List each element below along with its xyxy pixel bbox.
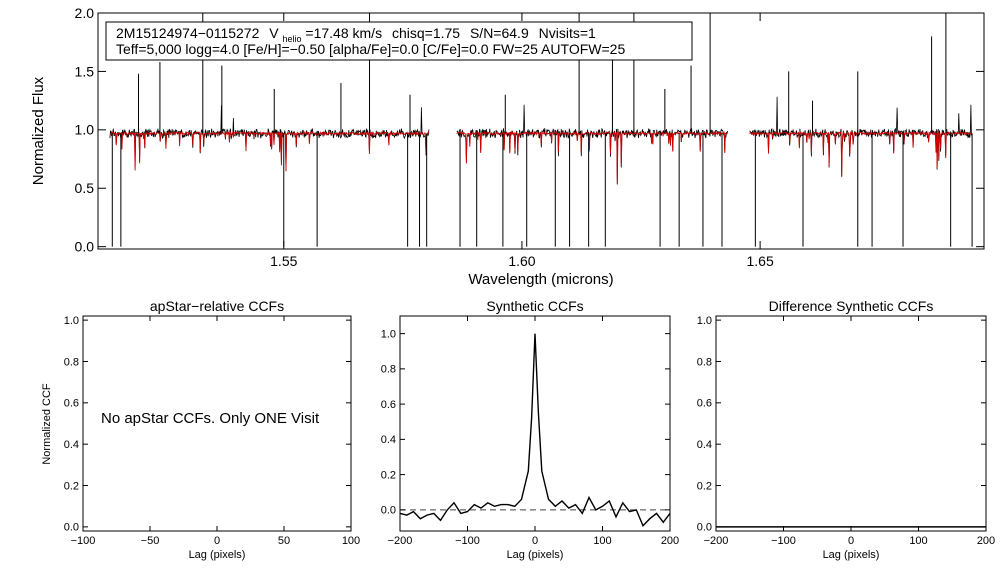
apstar-ccf-title: apStar−relative CCFs	[150, 298, 284, 314]
x-tick-label: 100	[909, 535, 927, 547]
x-tick-label: −100	[455, 535, 480, 547]
x-tick-label: 1.65	[746, 253, 773, 269]
annotation-line-1: 2M15124974−0115272 V helio =17.48 km/s c…	[116, 25, 596, 45]
y-tick-label: 0.6	[381, 399, 396, 411]
x-tick-label: −200	[388, 535, 413, 547]
x-tick-label: 100	[342, 535, 360, 547]
y-tick-label: 0.8	[381, 364, 396, 376]
y-tick-label: 0.8	[697, 356, 712, 368]
difference-ccf-plot-frame	[715, 315, 987, 532]
y-tick-label: 1.0	[64, 315, 79, 327]
spectrum-panel: 1.55 1.60 1.65 0.0 0.5 1.0 1.5 2.0 2M15124974−0…	[30, 5, 985, 288]
spectrum-plot-frame	[97, 12, 985, 250]
y-tick-label: 1.0	[381, 328, 396, 340]
y-tick-label: 1.0	[697, 315, 712, 327]
model-spectrum-segment	[456, 130, 728, 184]
x-tick-label: −100	[71, 535, 96, 547]
synthetic-ccf-x-axis-label: Lag (pixels)	[507, 549, 564, 561]
synthetic-ccf-ticks: −200 −100 0 100 200 0.0 0.2 0.4 0.6 0.8 1.0	[381, 316, 679, 547]
x-tick-label: −50	[141, 535, 160, 547]
synthetic-ccf-panel: Synthetic CCFs −200 −100 0 100 200 0.0 0.2 0.4 0…	[381, 298, 679, 561]
x-tick-label: 0	[214, 535, 220, 547]
x-tick-label: 50	[278, 535, 290, 547]
model-spectrum-segment	[109, 130, 430, 172]
spectrum-x-axis-label: Wavelength (microns)	[468, 271, 613, 288]
y-tick-label: 0.4	[64, 439, 79, 451]
y-tick-label: 0.0	[381, 505, 396, 517]
observed-spectrum-segment	[456, 104, 728, 185]
x-tick-label: −200	[704, 535, 729, 547]
y-tick-label: 0.6	[64, 398, 79, 410]
x-tick-label: 200	[661, 535, 679, 547]
y-tick-label: 0.8	[64, 356, 79, 368]
no-ccf-message: No apStar CCFs. Only ONE Visit	[101, 410, 320, 427]
observed-spectrum-segment	[109, 105, 430, 171]
model-spectrum-segment	[749, 130, 973, 177]
vhelio-value: =17.48 km/s	[305, 25, 382, 41]
x-tick-label: 1.55	[270, 253, 297, 269]
difference-ccf-ticks: −200 −100 0 100 200 0.0 0.2 0.4 0.6 0.8 1.0	[697, 315, 995, 547]
chisq-value: chisq=1.75	[392, 25, 460, 41]
annotation-box	[105, 21, 693, 61]
apstar-ccf-y-axis-label: Normalized CCF	[41, 383, 53, 465]
spectrum-ticks: 1.55 1.60 1.65 0.0 0.5 1.0 1.5 2.0	[75, 5, 984, 269]
y-tick-label: 0.6	[697, 398, 712, 410]
y-tick-label: 0.5	[75, 180, 95, 196]
y-tick-label: 0.2	[697, 480, 712, 492]
x-tick-label: −100	[771, 535, 796, 547]
synthetic-ccf-title: Synthetic CCFs	[486, 298, 583, 314]
y-tick-label: 2.0	[75, 5, 95, 21]
nvisits-value: Nvisits=1	[539, 25, 596, 41]
y-tick-label: 1.0	[75, 122, 95, 138]
y-tick-label: 0.0	[64, 522, 79, 534]
y-tick-label: 0.2	[381, 469, 396, 481]
sn-value: S/N=64.9	[470, 25, 529, 41]
y-tick-label: 0.0	[75, 239, 95, 255]
y-tick-label: 0.2	[64, 480, 79, 492]
y-tick-label: 0.4	[381, 434, 396, 446]
vhelio-subscript: helio	[283, 34, 302, 44]
synthetic-ccf-line	[399, 333, 671, 527]
x-tick-label: 200	[977, 535, 995, 547]
difference-ccf-panel: Difference Synthetic CCFs −200 −100 0 100 20…	[697, 298, 995, 561]
apstar-ccf-panel: apStar−relative CCFs −100 −50 0 50 100 0.0 0.2…	[41, 298, 360, 561]
y-tick-label: 0.4	[697, 439, 712, 451]
difference-ccf-title: Difference Synthetic CCFs	[769, 298, 934, 314]
apstar-ccf-ticks: −100 −50 0 50 100 0.0 0.2 0.4 0.6 0.8 1.0	[64, 315, 360, 547]
synthetic-ccf-data	[399, 333, 671, 527]
apstar-ccf-x-axis-label: Lag (pixels)	[189, 549, 246, 561]
spectrum-y-axis-label: Normalized Flux	[30, 76, 47, 185]
x-tick-label: 100	[593, 535, 611, 547]
annotation-line-2: Teff=5,000 logg=4.0 [Fe/H]=−0.50 [alpha/…	[116, 41, 625, 57]
star-id: 2M15124974−0115272	[116, 25, 260, 41]
spectrum-data	[109, 13, 973, 247]
y-tick-label: 0.0	[697, 522, 712, 534]
x-tick-label: 0	[848, 535, 854, 547]
x-tick-label: 1.60	[508, 253, 535, 269]
x-tick-label: 0	[532, 535, 538, 547]
difference-ccf-x-axis-label: Lag (pixels)	[823, 549, 880, 561]
vhelio-symbol: V	[269, 25, 279, 41]
y-tick-label: 1.5	[75, 63, 95, 79]
